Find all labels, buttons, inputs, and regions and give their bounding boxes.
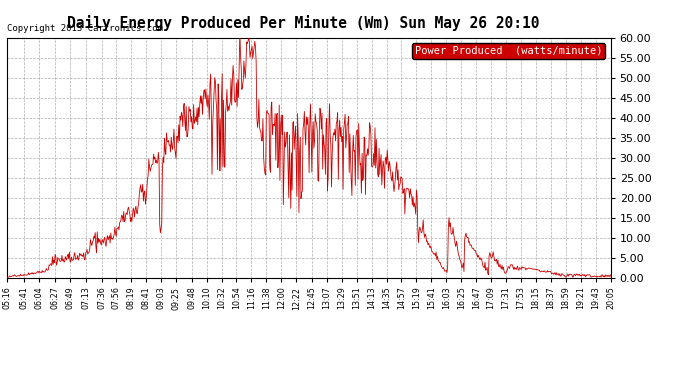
Text: Daily Energy Produced Per Minute (Wm) Sun May 26 20:10: Daily Energy Produced Per Minute (Wm) Su… [68, 15, 540, 31]
Legend: Power Produced  (watts/minute): Power Produced (watts/minute) [412, 43, 605, 59]
Text: Copyright 2013 Cartronics.com: Copyright 2013 Cartronics.com [7, 24, 163, 33]
